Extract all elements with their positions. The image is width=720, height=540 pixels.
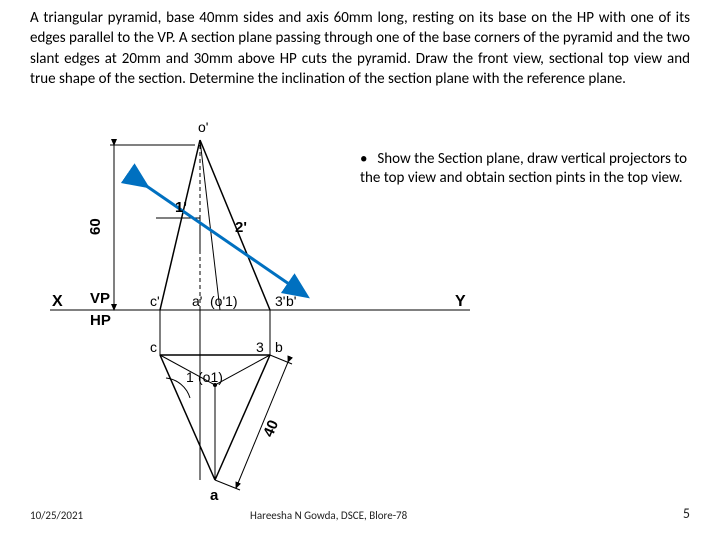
tv-edge-ba [215,355,270,480]
label-a-top: a' [192,293,202,309]
footer-date: 10/25/2021 [30,509,83,522]
footer-author: Hareesha N Gowda, DSCE, Blore-78 [250,509,407,522]
fv-edge-left [160,140,200,310]
label-X: X [52,293,63,310]
label-Y: Y [455,293,466,310]
label-VP: VP [90,290,110,307]
label-o-bot: (o1) [198,369,223,385]
footer-page-number: 5 [683,505,690,522]
label-b-top: b' [286,293,296,309]
label-c-top: c' [150,293,160,309]
label-c-bot: c [150,339,157,355]
dim-60-text: 60 [87,218,104,235]
label-HP: HP [90,312,111,329]
label-2-top: 2' [235,219,247,236]
label-o1-top: (o'1) [210,293,238,309]
label-a-bot: a [210,487,219,504]
label-1-bot: 1 [186,369,194,385]
label-3-bot: 3 [256,339,264,355]
dim-40-ext2 [215,480,240,490]
label-o-apex: o' [198,119,208,135]
label-3-top: 3' [275,293,285,309]
label-b-bot: b [275,339,283,355]
engineering-diagram: X Y VP HP o' 1' 2' c' a' (o'1) 3' b' 60 … [50,110,470,510]
label-1-top: 1' [175,199,187,216]
dim-40-ext1 [270,355,292,364]
tv-slant-bo [215,355,270,385]
problem-statement: A triangular pyramid, base 40mm sides an… [30,8,690,89]
